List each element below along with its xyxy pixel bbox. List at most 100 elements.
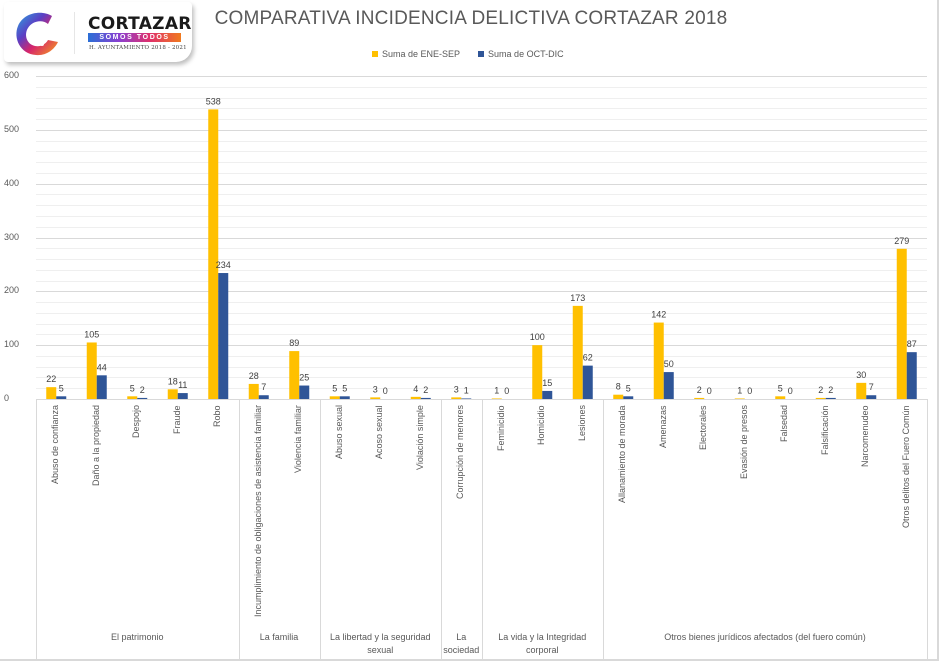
data-label: 11 (178, 380, 187, 390)
legend-swatch-yellow (372, 51, 378, 57)
bar-ene-sep (370, 397, 381, 399)
bar-ene-sep (734, 398, 745, 400)
bar-ene-sep (451, 397, 462, 399)
bar-oct-dic (623, 396, 634, 399)
y-tick-label: 600 (4, 70, 20, 80)
bar-ene-sep (46, 387, 57, 399)
category-label: Violación simple (414, 405, 425, 470)
chart-title: COMPARATIVA INCIDENCIA DELICTIVA CORTAZA… (214, 8, 728, 29)
data-label: 1 (737, 385, 742, 395)
cortazar-emblem-icon (16, 12, 58, 56)
bar-ene-sep (896, 248, 907, 399)
data-label: 62 (583, 353, 593, 363)
data-label: 0 (504, 386, 509, 396)
cortazar-logo: CORTAZAR SOMOS TODOS H. AYUNTAMIENTO 201… (4, 2, 192, 62)
bar-ene-sep (127, 396, 138, 399)
bar-oct-dic (663, 372, 674, 399)
data-label: 44 (97, 362, 107, 372)
data-label: 18 (168, 376, 178, 386)
category-label: Robo (212, 405, 223, 427)
logo-subtitle: H. AYUNTAMIENTO 2018 - 2021 (89, 45, 187, 51)
data-label: 22 (46, 374, 56, 384)
logo-name: CORTAZAR (88, 14, 192, 34)
data-label: 0 (383, 386, 388, 396)
category-label: Amenazas (657, 405, 668, 448)
data-label: 1 (464, 385, 469, 395)
bar-ene-sep (248, 383, 259, 399)
data-label: 30 (856, 370, 866, 380)
category-label: Lesiones (576, 404, 587, 441)
bar-oct-dic (461, 398, 472, 400)
legend-label: Suma de OCT-DIC (488, 49, 564, 59)
data-label: 2 (828, 385, 833, 395)
data-label: 2 (818, 385, 823, 395)
data-label: 15 (542, 378, 552, 388)
group-label: La libertad y la seguridad sexual (329, 632, 431, 655)
bar-oct-dic (825, 397, 836, 399)
category-label: Otros delitos del Fuero Común (900, 405, 911, 528)
data-label: 5 (342, 383, 347, 393)
bar-oct-dic (866, 395, 877, 399)
y-tick-label: 500 (4, 123, 20, 134)
bar-oct-dic (56, 396, 67, 399)
category-label: Feminicidio (495, 405, 506, 451)
data-label: 25 (299, 373, 309, 383)
legend-swatch-blue (478, 51, 485, 57)
data-label: 87 (907, 339, 917, 349)
y-tick-label: 200 (4, 285, 20, 296)
group-label: El patrimonio (110, 632, 164, 642)
group-label: Otros bienes jurídicos afectados (del fu… (664, 632, 866, 642)
category-label: Daño a la propiedad (90, 404, 101, 486)
data-label: 105 (84, 329, 99, 339)
y-tick-label: 400 (4, 177, 20, 188)
data-label: 173 (570, 293, 585, 303)
category-label: Homicidio (536, 405, 547, 445)
data-label: 1 (494, 385, 499, 395)
data-label: 2 (697, 385, 702, 395)
data-label: 3 (454, 384, 459, 394)
bar-ene-sep (856, 382, 867, 399)
bar-ene-sep (613, 394, 624, 399)
data-label: 0 (747, 386, 752, 396)
logo-divider (74, 12, 75, 54)
bar-oct-dic (420, 397, 431, 399)
bar-ene-sep (653, 322, 664, 399)
bar-oct-dic (137, 397, 148, 399)
bar-oct-dic (177, 393, 188, 399)
data-label: 279 (894, 236, 909, 246)
data-label: 538 (206, 96, 221, 106)
data-label: 100 (530, 332, 545, 342)
bar-ene-sep (694, 397, 705, 399)
data-label: 2 (423, 385, 428, 395)
data-label: 7 (869, 382, 874, 392)
bar-oct-dic (258, 395, 269, 399)
category-label: Electorales (698, 405, 709, 450)
y-tick-label: 0 (4, 393, 10, 403)
group-label: La vida y la Integridad corporal (498, 632, 587, 655)
data-label: 142 (651, 310, 666, 320)
data-label: 28 (249, 371, 259, 381)
bar-ene-sep (289, 351, 300, 399)
category-label: Corrupción de menores (455, 404, 466, 499)
category-label: Falsedad (779, 404, 790, 442)
group-label: La sociedad (443, 632, 480, 655)
category-label: Allanamiento de morada (617, 405, 628, 503)
bar-ene-sep (167, 389, 178, 399)
y-tick-label: 100 (4, 339, 20, 350)
data-label: 5 (626, 383, 631, 393)
data-label: 0 (788, 386, 793, 396)
bar-ene-sep (86, 342, 97, 399)
y-tick-label: 300 (4, 231, 20, 242)
data-label: 89 (289, 338, 299, 348)
logo-tagline: SOMOS TODOS (88, 33, 181, 42)
data-label: 8 (616, 382, 621, 392)
bar-ene-sep (775, 396, 786, 399)
category-label: Fraude (171, 405, 182, 434)
bar-oct-dic (582, 365, 593, 399)
data-label: 3 (373, 384, 378, 394)
bar-ene-sep (572, 305, 583, 399)
category-label: Abuso de confianza (50, 404, 61, 484)
bar-oct-dic (906, 352, 917, 399)
category-label: Despojo (131, 404, 142, 438)
